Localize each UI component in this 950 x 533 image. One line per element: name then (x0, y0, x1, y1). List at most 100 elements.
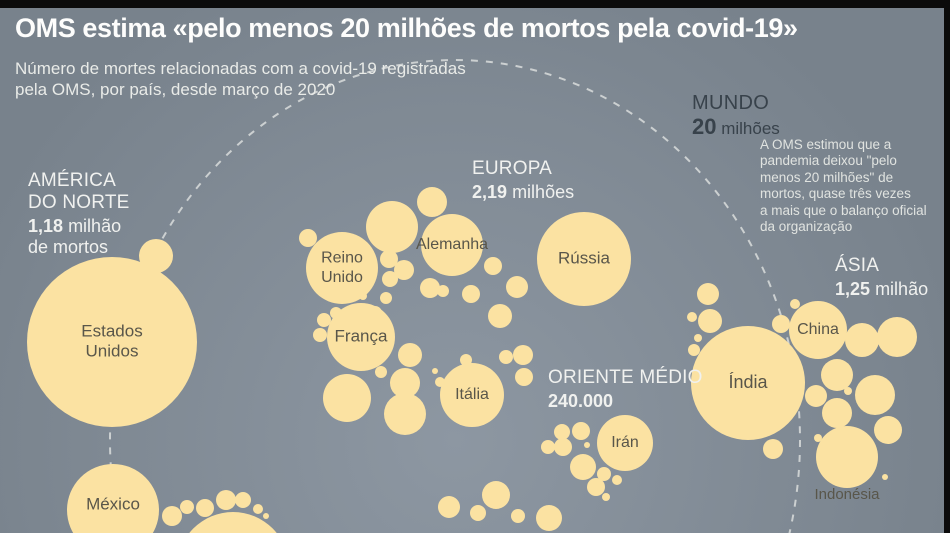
bubble-label-méxico: México (86, 494, 140, 513)
country-bubble (844, 387, 852, 395)
country-bubble (398, 343, 422, 367)
region-label-north-america: AMÉRICA DO NORTE 1,18 milhão de mortos (28, 170, 130, 258)
country-bubble-alemanha (421, 214, 483, 276)
country-bubble (216, 490, 236, 510)
region-value-unit: milhão (875, 279, 929, 299)
country-bubble (180, 500, 194, 514)
region-name: EUROPA (472, 158, 553, 179)
world-name: MUNDO (692, 92, 770, 114)
country-bubble (317, 313, 331, 327)
country-bubble (597, 467, 611, 481)
country-bubble (375, 366, 387, 378)
region-value-number: 240.000 (548, 391, 614, 411)
country-bubble (437, 285, 449, 297)
country-bubble (189, 512, 277, 533)
country-bubble (790, 299, 800, 309)
region-value: 2,19 milhões (472, 182, 574, 203)
country-bubble (432, 368, 438, 374)
country-bubble-estados-unidos (27, 257, 197, 427)
region-label-europa: EUROPA 2,19 milhões (472, 158, 574, 203)
country-bubble (394, 260, 414, 280)
country-bubble (554, 424, 570, 440)
country-bubble (772, 315, 790, 333)
world-total-label: MUNDO 20 milhões (692, 92, 780, 140)
country-bubble (587, 478, 605, 496)
country-bubble (139, 239, 173, 273)
world-value-unit: milhões (721, 119, 780, 138)
bubble-label-frança: França (335, 326, 388, 345)
country-bubble (855, 375, 895, 415)
country-bubble (438, 496, 460, 518)
region-value: 240.000 (548, 391, 703, 412)
country-bubble (874, 416, 902, 444)
country-bubble (763, 439, 783, 459)
bubble-label-irán: Irán (611, 434, 639, 451)
country-bubble (612, 475, 622, 485)
country-bubble-reino-unido (306, 232, 378, 304)
country-bubble (584, 442, 590, 448)
country-bubble (805, 385, 827, 407)
region-label-asia: ÁSIA 1,25 milhão (835, 255, 928, 300)
country-bubble (697, 283, 719, 305)
country-bubble-méxico (67, 464, 159, 533)
world-value: 20 milhões (692, 114, 780, 140)
country-bubble (470, 505, 486, 521)
country-bubble (698, 309, 722, 333)
country-bubble (462, 285, 480, 303)
region-label-oriente-medio: ORIENTE MÉDIO 240.000 (548, 367, 703, 412)
country-bubble (554, 438, 572, 456)
country-bubble (323, 374, 371, 422)
country-bubble (482, 481, 510, 509)
country-bubble (460, 354, 472, 366)
country-bubble (390, 368, 420, 398)
country-bubble (499, 350, 513, 364)
country-bubble (541, 440, 555, 454)
country-bubble (299, 229, 317, 247)
region-value-unit: milhão de mortos (28, 216, 122, 257)
country-bubble-índia (691, 326, 805, 440)
region-name: AMÉRICA DO NORTE (28, 170, 130, 213)
bubble-label-reino-unido: Reino Unido (321, 250, 363, 286)
country-bubble (688, 344, 700, 356)
region-name: ÁSIA (835, 255, 880, 276)
country-bubble (366, 201, 418, 253)
country-bubble (435, 377, 445, 387)
country-bubble (488, 304, 512, 328)
country-bubble (506, 276, 528, 298)
country-bubble (484, 257, 502, 275)
country-bubble (694, 334, 702, 342)
country-bubble (253, 504, 263, 514)
world-value-number: 20 (692, 114, 717, 139)
country-bubble (162, 506, 182, 526)
bubble-label-índia: Índia (728, 372, 768, 392)
country-bubble (536, 505, 562, 531)
country-bubble (263, 513, 269, 519)
bubble-label-china: China (797, 321, 839, 338)
bubble-label-alemanha: Alemanha (416, 236, 488, 253)
region-value: 1,18 milhão de mortos (28, 216, 130, 258)
bubble-label-indonésia: Indonésia (814, 486, 880, 503)
country-bubble (359, 292, 367, 300)
right-frame-bar (944, 0, 950, 533)
country-bubble (380, 292, 392, 304)
country-bubble (330, 307, 342, 319)
bubble-label-rússia: Rússia (558, 248, 611, 267)
country-bubble (572, 422, 590, 440)
page-subtitle: Número de mortes relacionadas com a covi… (15, 59, 466, 99)
country-bubble-frança (327, 303, 395, 371)
world-annotation: A OMS estimou que a pandemia deixou "pel… (760, 137, 927, 235)
country-bubble (313, 328, 327, 342)
region-value-number: 2,19 (472, 182, 508, 202)
country-bubble (513, 345, 533, 365)
country-bubble (420, 278, 440, 298)
country-bubble (877, 317, 917, 357)
country-bubble (822, 398, 852, 428)
country-bubble (570, 454, 596, 480)
country-bubble (687, 312, 697, 322)
world-dashed-circle (109, 59, 801, 533)
region-name: ORIENTE MÉDIO (548, 367, 703, 388)
country-bubble (368, 306, 382, 320)
bubble-label-itália: Itália (455, 386, 489, 403)
country-bubble (882, 474, 888, 480)
country-bubble (821, 359, 853, 391)
